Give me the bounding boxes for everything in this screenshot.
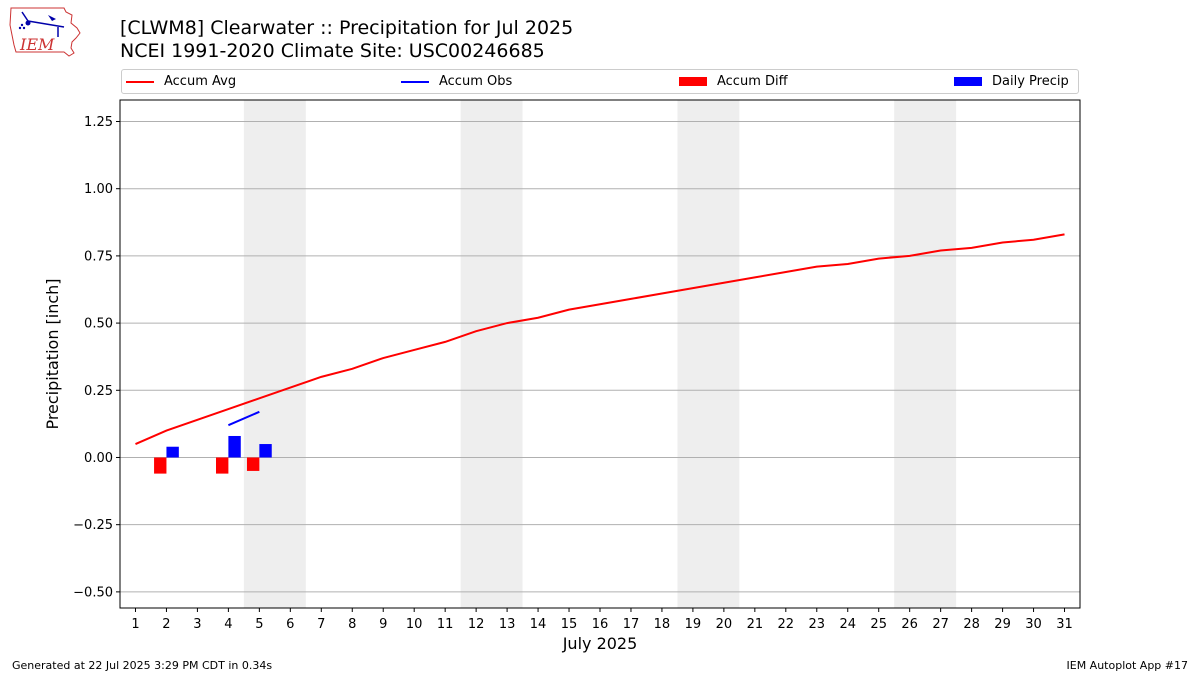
daily-precip-bar	[166, 446, 179, 458]
x-tick-label: 19	[685, 617, 702, 632]
legend: Accum Avg Accum Obs Accum Diff Daily Pre…	[121, 69, 1079, 94]
accum-diff-bar	[216, 457, 229, 474]
legend-item-accum-diff: Accum Diff	[679, 70, 788, 93]
legend-item-accum-avg: Accum Avg	[126, 70, 236, 93]
logo-text: IEM	[19, 35, 55, 54]
x-tick-label: 27	[932, 617, 949, 632]
y-tick-label: −0.25	[73, 518, 113, 533]
x-tick-label: 14	[530, 617, 547, 632]
x-tick-label: 10	[406, 617, 423, 632]
chart-title: [CLWM8] Clearwater :: Precipitation for …	[120, 17, 574, 39]
x-tick-label: 23	[809, 617, 826, 632]
y-tick-label: 1.00	[84, 182, 113, 197]
x-tick-label: 18	[654, 617, 671, 632]
legend-swatch-accum-diff	[679, 77, 707, 86]
plot-frame	[119, 99, 1081, 609]
x-tick-label: 6	[286, 617, 294, 632]
x-tick-label: 16	[592, 617, 609, 632]
legend-swatch-accum-avg	[126, 80, 154, 83]
weekend-band	[460, 100, 523, 608]
accum-diff-bar	[246, 457, 260, 471]
legend-item-daily-precip: Daily Precip	[954, 70, 1069, 93]
chart-subtitle: NCEI 1991-2020 Climate Site: USC00246685	[120, 40, 545, 62]
x-tick-label: 2	[162, 617, 170, 632]
x-tick-label: 31	[1056, 617, 1073, 632]
x-tick-label: 12	[468, 617, 485, 632]
x-tick-label: 25	[870, 617, 887, 632]
x-tick-label: 22	[778, 617, 795, 632]
x-tick-label: 24	[839, 617, 856, 632]
series-lines	[135, 233, 1065, 445]
generated-timestamp: Generated at 22 Jul 2025 3:29 PM CDT in …	[12, 659, 273, 672]
app-credit: IEM Autoplot App #17	[1066, 659, 1189, 672]
x-tick-label: 30	[1025, 617, 1042, 632]
legend-swatch-accum-obs	[401, 80, 429, 83]
x-axis-label: July 2025	[562, 634, 638, 653]
weekend-band	[677, 100, 740, 608]
weekend-shading	[243, 100, 957, 608]
x-tick-label: 5	[255, 617, 263, 632]
x-tick-label: 7	[317, 617, 325, 632]
y-tick-label: −0.50	[73, 585, 113, 600]
legend-label-accum-diff: Accum Diff	[717, 74, 788, 89]
x-tick-label: 13	[499, 617, 516, 632]
x-tick-label: 9	[379, 617, 387, 632]
daily-precip-bar	[259, 444, 272, 458]
x-tick-label: 17	[623, 617, 640, 632]
x-tick-label: 1	[131, 617, 139, 632]
axes: −0.50−0.250.000.250.500.751.001.251 2 3 4 5 6…	[73, 115, 1073, 632]
bars	[154, 435, 272, 474]
legend-label-daily-precip: Daily Precip	[992, 74, 1069, 89]
x-tick-label: 28	[963, 617, 980, 632]
y-tick-label: 0.00	[84, 451, 113, 466]
x-tick-label: 26	[901, 617, 918, 632]
accum-avg-line	[135, 233, 1065, 445]
iem-logo-icon: IEM	[9, 7, 81, 57]
legend-swatch-daily-precip	[954, 77, 982, 86]
x-tick-label: 21	[747, 617, 764, 632]
y-axis-label: Precipitation [inch]	[43, 278, 62, 429]
legend-item-accum-obs: Accum Obs	[401, 70, 512, 93]
x-tick-label: 3	[193, 617, 201, 632]
x-tick-label: 8	[348, 617, 356, 632]
accum-diff-bar	[154, 457, 167, 474]
x-tick-label: 11	[437, 617, 454, 632]
y-tick-label: 0.50	[84, 317, 113, 332]
legend-label-accum-avg: Accum Avg	[164, 74, 237, 89]
weekend-band	[894, 100, 957, 608]
y-tick-label: 0.75	[84, 249, 113, 264]
daily-precip-bar	[228, 435, 241, 458]
y-tick-label: 0.25	[84, 384, 113, 399]
grid-lines	[120, 121, 1080, 593]
weekend-band	[243, 100, 306, 608]
x-tick-label: 15	[561, 617, 578, 632]
x-tick-label: 29	[994, 617, 1011, 632]
legend-label-accum-obs: Accum Obs	[439, 74, 513, 89]
y-tick-label: 1.25	[84, 115, 113, 130]
accum-obs-line	[227, 410, 260, 427]
x-tick-label: 20	[716, 617, 733, 632]
x-tick-label: 4	[224, 617, 232, 632]
